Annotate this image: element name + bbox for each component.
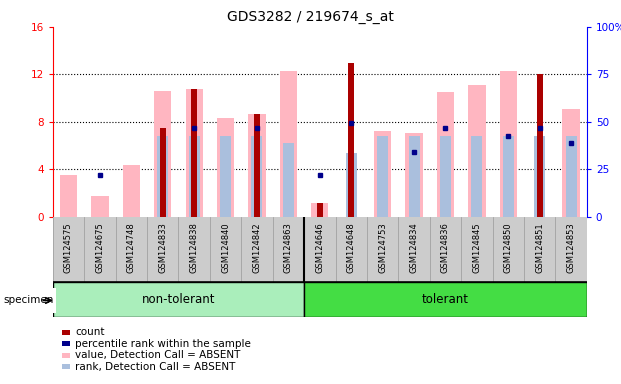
Bar	[123, 165, 140, 217]
Text: GSM124648: GSM124648	[347, 222, 356, 273]
Text: GSM124853: GSM124853	[566, 222, 576, 273]
Bar	[471, 136, 483, 217]
Text: GSM124836: GSM124836	[441, 222, 450, 273]
Text: GSM124851: GSM124851	[535, 222, 544, 273]
Text: GDS3282 / 219674_s_at: GDS3282 / 219674_s_at	[227, 10, 394, 23]
Text: GSM124845: GSM124845	[473, 222, 481, 273]
Text: non-tolerant: non-tolerant	[142, 293, 215, 306]
Text: GSM124753: GSM124753	[378, 222, 387, 273]
Text: GSM124675: GSM124675	[96, 222, 104, 273]
Bar	[503, 136, 514, 217]
Bar	[217, 118, 234, 217]
Bar	[220, 136, 231, 217]
Text: specimen: specimen	[3, 295, 53, 305]
Bar	[437, 92, 454, 217]
Bar	[500, 71, 517, 217]
Bar	[468, 85, 486, 217]
Text: value, Detection Call = ABSENT: value, Detection Call = ABSENT	[75, 350, 240, 360]
Bar	[254, 114, 260, 217]
Bar	[53, 282, 304, 317]
Text: GSM124863: GSM124863	[284, 222, 293, 273]
Text: GSM124575: GSM124575	[64, 222, 73, 273]
Bar	[283, 143, 294, 217]
Bar	[317, 203, 323, 217]
Bar	[191, 89, 197, 217]
Bar	[154, 91, 171, 217]
Bar	[186, 89, 203, 217]
Text: GSM124833: GSM124833	[158, 222, 167, 273]
Bar	[566, 136, 577, 217]
Text: count: count	[75, 327, 105, 337]
Bar	[160, 128, 166, 217]
Bar	[534, 136, 545, 217]
Bar	[91, 195, 109, 217]
Bar	[406, 132, 423, 217]
Text: percentile rank within the sample: percentile rank within the sample	[75, 339, 251, 349]
Text: GSM124834: GSM124834	[410, 222, 419, 273]
Text: GSM124840: GSM124840	[221, 222, 230, 273]
Bar	[252, 136, 263, 217]
Bar	[60, 175, 77, 217]
Bar	[311, 203, 329, 217]
Bar	[563, 109, 580, 217]
Text: GSM124850: GSM124850	[504, 222, 513, 273]
Bar	[537, 74, 543, 217]
Bar	[346, 153, 356, 217]
Bar	[248, 114, 266, 217]
Bar	[374, 131, 391, 217]
Bar	[377, 136, 388, 217]
Text: GSM124838: GSM124838	[189, 222, 199, 273]
Bar	[304, 282, 587, 317]
Bar	[409, 136, 420, 217]
Text: GSM124646: GSM124646	[315, 222, 324, 273]
Bar	[157, 136, 168, 217]
Text: GSM124842: GSM124842	[253, 222, 261, 273]
Bar	[189, 136, 200, 217]
Bar	[440, 136, 451, 217]
Bar	[279, 71, 297, 217]
Text: GSM124748: GSM124748	[127, 222, 136, 273]
Bar	[348, 63, 354, 217]
Text: rank, Detection Call = ABSENT: rank, Detection Call = ABSENT	[75, 362, 235, 372]
Text: tolerant: tolerant	[422, 293, 469, 306]
